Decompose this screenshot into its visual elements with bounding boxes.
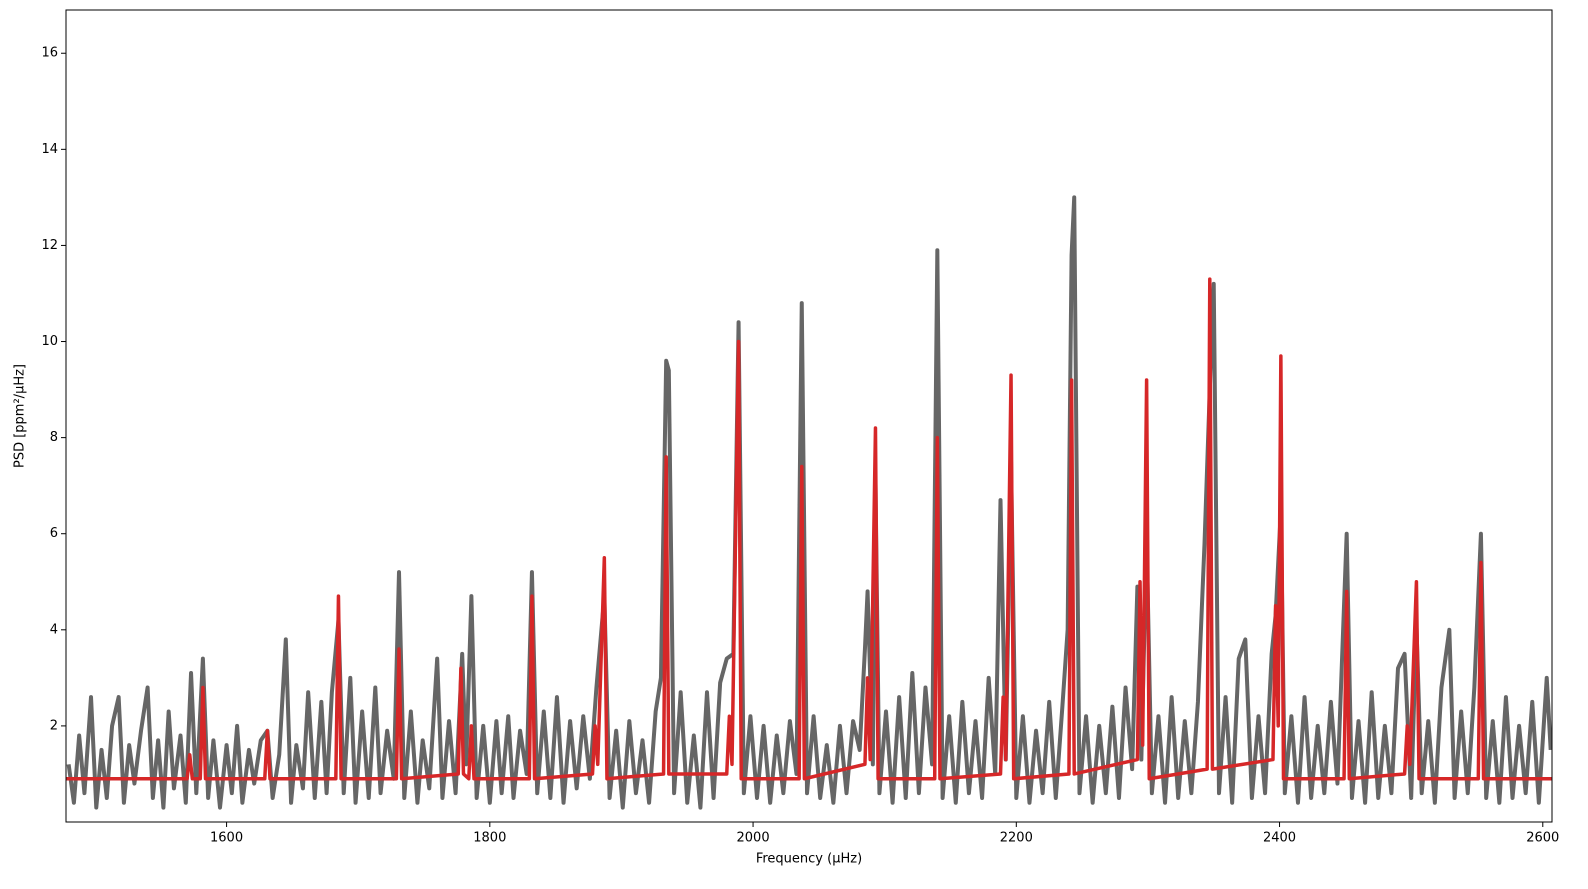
y-tick-label: 12 <box>41 238 58 253</box>
y-tick-label: 4 <box>50 622 58 637</box>
x-tick-label: 1800 <box>473 831 506 846</box>
x-axis-label: Frequency (μHz) <box>756 852 862 867</box>
x-tick-label: 2400 <box>1263 831 1296 846</box>
y-axis-label: PSD [ppm²/μHz] <box>13 364 28 468</box>
y-tick-label: 10 <box>41 334 58 349</box>
y-tick-label: 16 <box>41 46 58 61</box>
y-tick-label: 14 <box>41 142 58 157</box>
y-tick-label: 8 <box>50 430 58 445</box>
x-tick-label: 2000 <box>737 831 770 846</box>
x-tick-label: 2200 <box>1000 831 1033 846</box>
y-tick-label: 2 <box>50 718 58 733</box>
axes-frame <box>65 9 1553 823</box>
y-tick-label: 6 <box>50 526 58 541</box>
psd-line <box>66 195 1552 810</box>
psd-line <box>66 277 1552 781</box>
plot-area <box>66 195 1552 810</box>
x-tick-label: 2600 <box>1526 831 1559 846</box>
x-tick-label: 1600 <box>210 831 243 846</box>
